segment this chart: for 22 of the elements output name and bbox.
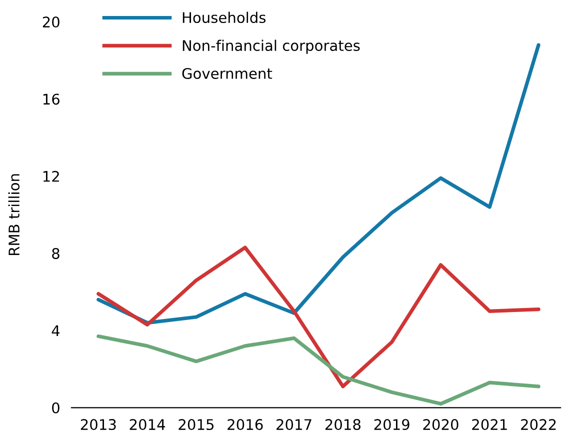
- x-tick-label: 2018: [325, 419, 360, 430]
- legend-label: Households: [182, 12, 266, 24]
- x-tick-label: 2013: [80, 419, 116, 430]
- y-tick-label: 20: [42, 16, 60, 28]
- legend-label: Non-financial corporates: [182, 40, 360, 54]
- x-tick-label: 2014: [130, 419, 166, 430]
- y-tick-label: 12: [43, 170, 59, 182]
- x-tick-label: 2019: [374, 419, 410, 430]
- x-tick-label: 2021: [472, 419, 507, 430]
- x-tick-label: 2020: [423, 419, 458, 430]
- line-series: [96, 334, 540, 406]
- y-tick-label: 4: [52, 325, 60, 336]
- y-axis-title: RMB trillion: [8, 174, 20, 256]
- legend-label: Government: [182, 68, 272, 79]
- line-series: [96, 246, 540, 388]
- x-tick-label: 2017: [276, 419, 312, 430]
- x-tick-label: 2016: [228, 419, 263, 430]
- y-tick-label: 0: [52, 402, 60, 414]
- y-tick-label: 8: [52, 248, 60, 260]
- y-tick-label: 16: [43, 94, 60, 105]
- x-tick-label: 2022: [521, 419, 556, 430]
- x-tick-label: 2015: [178, 419, 214, 430]
